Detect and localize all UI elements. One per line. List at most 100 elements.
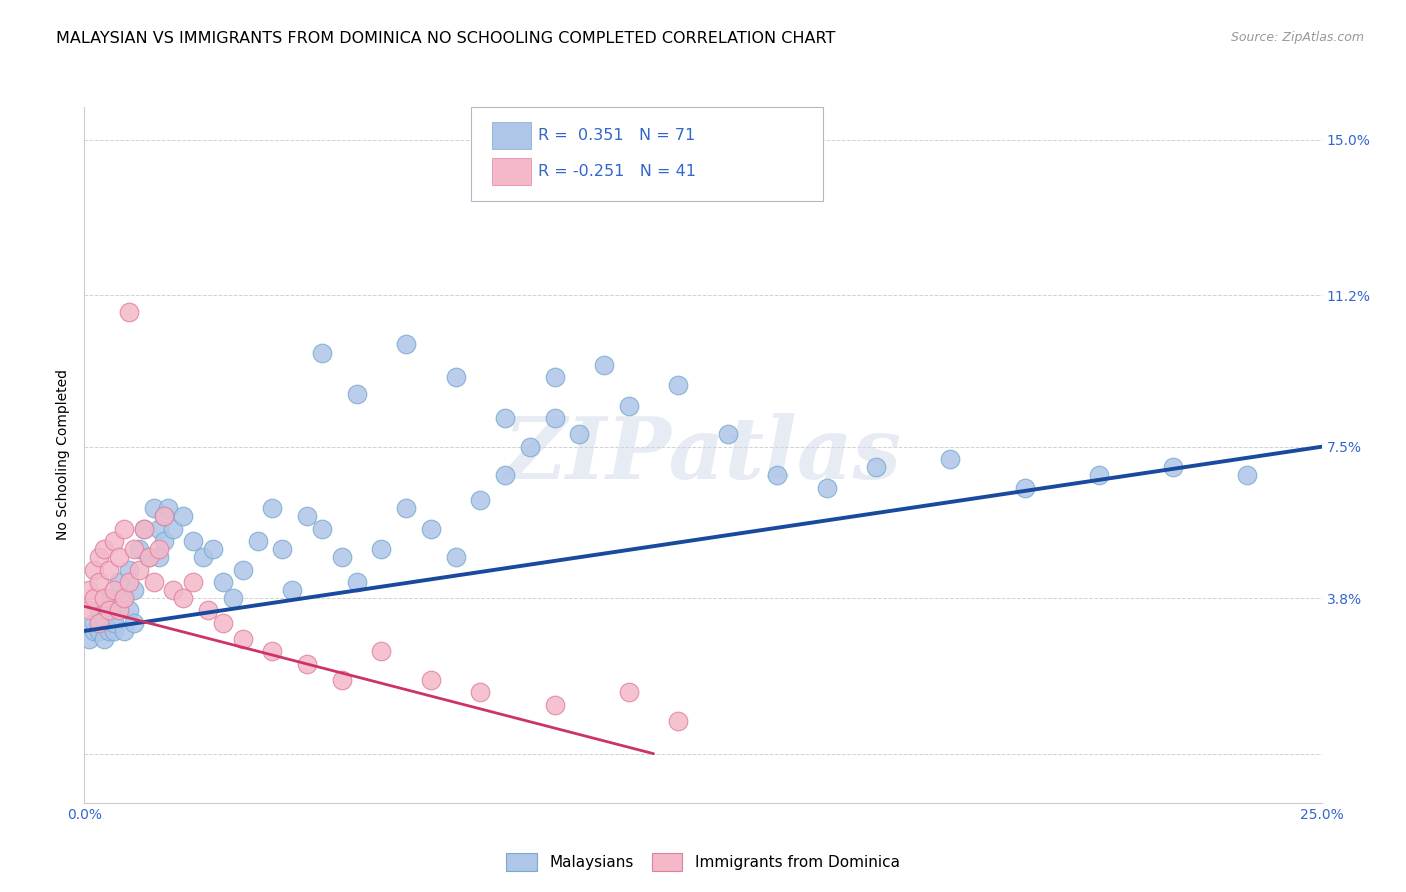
Point (98, 603, 121, 617)
Point (666, 378, 689, 392)
Point (617, 685, 640, 699)
Point (419, 673, 441, 687)
Point (98, 562, 121, 576)
Point (103, 615, 125, 630)
Point (815, 481, 838, 495)
Point (108, 574, 131, 589)
Point (494, 411, 516, 425)
Point (444, 370, 467, 384)
Point (232, 562, 254, 576)
Point (112, 591, 135, 606)
Point (262, 644, 284, 658)
Point (617, 399, 640, 413)
Point (494, 468, 516, 483)
Point (83, 562, 105, 576)
Point (89, 574, 111, 589)
Point (108, 603, 131, 617)
Point (89, 615, 111, 630)
Point (281, 582, 304, 597)
Point (157, 501, 180, 516)
Point (79, 603, 101, 617)
Point (568, 427, 591, 442)
Point (128, 542, 150, 557)
Point (122, 582, 145, 597)
Point (1014, 481, 1036, 495)
Point (232, 632, 254, 646)
Point (93, 612, 115, 626)
Point (311, 522, 333, 536)
Point (191, 550, 214, 565)
Point (89, 624, 111, 638)
Point (370, 644, 392, 658)
Point (93, 632, 115, 646)
Point (543, 411, 565, 425)
Point (132, 522, 155, 536)
Point (148, 522, 170, 536)
Point (395, 501, 418, 516)
Point (865, 460, 887, 475)
Point (148, 550, 170, 565)
Point (138, 550, 160, 565)
Point (1161, 460, 1184, 475)
Point (142, 501, 165, 516)
Point (1088, 468, 1111, 483)
Point (118, 304, 141, 318)
Point (112, 624, 135, 638)
Point (666, 714, 689, 728)
Point (83, 591, 105, 606)
Point (181, 533, 204, 548)
Point (295, 509, 318, 524)
Point (112, 591, 135, 606)
Point (83, 624, 105, 638)
Point (370, 542, 392, 557)
Point (103, 624, 125, 638)
Point (122, 615, 145, 630)
Legend: Malaysians, Immigrants from Dominica: Malaysians, Immigrants from Dominica (499, 846, 907, 879)
Text: ZIPatlas: ZIPatlas (503, 413, 903, 497)
Point (89, 603, 111, 617)
Point (346, 386, 368, 401)
Point (152, 533, 174, 548)
Point (122, 542, 145, 557)
Point (98, 591, 121, 606)
Point (89, 550, 111, 565)
Point (83, 615, 105, 630)
Point (246, 533, 269, 548)
Point (112, 522, 135, 536)
Point (152, 509, 174, 524)
Point (148, 542, 170, 557)
Point (93, 591, 115, 606)
Point (444, 550, 467, 565)
Point (202, 542, 225, 557)
Point (162, 582, 184, 597)
Point (470, 492, 492, 507)
Point (118, 562, 141, 576)
Point (766, 468, 789, 483)
Point (717, 427, 740, 442)
Point (138, 550, 160, 565)
Point (172, 509, 194, 524)
Point (262, 501, 284, 516)
Point (593, 358, 616, 372)
Point (939, 452, 962, 467)
Point (142, 574, 165, 589)
Point (330, 673, 353, 687)
Point (103, 582, 125, 597)
Point (108, 603, 131, 617)
Point (79, 632, 101, 646)
Point (519, 440, 541, 454)
Point (162, 522, 184, 536)
Point (172, 591, 194, 606)
Point (346, 574, 368, 589)
Point (311, 345, 333, 359)
Point (470, 685, 492, 699)
Point (79, 582, 101, 597)
Point (98, 624, 121, 638)
Point (152, 509, 174, 524)
Point (103, 533, 125, 548)
Text: MALAYSIAN VS IMMIGRANTS FROM DOMINICA NO SCHOOLING COMPLETED CORRELATION CHART: MALAYSIAN VS IMMIGRANTS FROM DOMINICA NO… (56, 31, 835, 46)
Point (212, 615, 235, 630)
Point (419, 522, 441, 536)
Point (543, 370, 565, 384)
Point (543, 698, 565, 712)
